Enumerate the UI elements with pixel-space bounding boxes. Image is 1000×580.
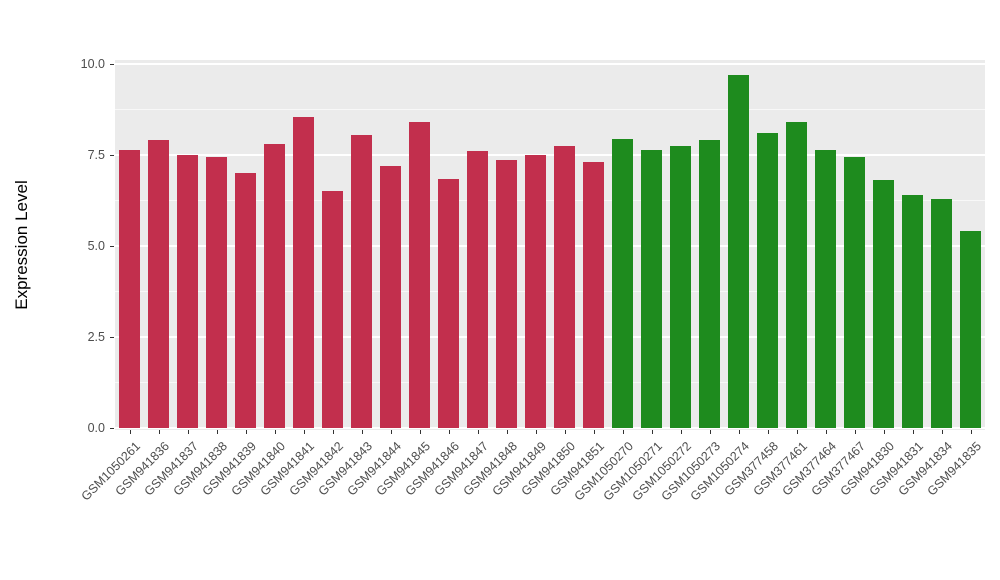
x-tick-mark — [361, 430, 363, 434]
bar-GSM1050270 — [612, 138, 633, 428]
bar-GSM941850 — [554, 145, 575, 428]
bar-GSM941845 — [409, 122, 430, 428]
x-tick-mark — [738, 430, 740, 434]
y-tick-mark — [110, 155, 114, 156]
x-tick-mark — [854, 430, 856, 434]
x-tick-mark — [767, 430, 769, 434]
bar-GSM941847 — [467, 151, 488, 428]
bar-GSM377467 — [844, 156, 865, 428]
bar-GSM941839 — [235, 173, 256, 428]
x-tick-mark — [970, 430, 972, 434]
y-tick-mark — [110, 337, 114, 338]
bar-GSM941842 — [322, 191, 343, 428]
x-tick-mark — [651, 430, 653, 434]
x-tick-mark — [796, 430, 798, 434]
x-tick-mark — [506, 430, 508, 434]
x-tick-mark — [622, 430, 624, 434]
x-tick-mark — [680, 430, 682, 434]
y-axis-title: Expression Level — [12, 180, 31, 310]
bar-GSM1050261 — [119, 149, 140, 428]
bar-GSM941830 — [873, 180, 894, 428]
x-tick-mark — [187, 430, 189, 434]
gridline-minor — [115, 199, 985, 201]
bar-GSM941840 — [264, 144, 285, 428]
y-tick-label: 0.0 — [87, 421, 105, 435]
gridline-major — [115, 336, 985, 338]
bar-GSM941851 — [583, 162, 604, 428]
x-tick-mark — [709, 430, 711, 434]
bar-GSM1050274 — [728, 74, 749, 428]
bar-GSM941843 — [351, 134, 372, 428]
bar-GSM377464 — [815, 149, 836, 428]
x-tick-mark — [448, 430, 450, 434]
x-tick-mark — [419, 430, 421, 434]
x-tick-mark — [332, 430, 334, 434]
x-tick-mark — [883, 430, 885, 434]
gridline-major — [115, 154, 985, 156]
gridline-major — [115, 245, 985, 247]
x-tick-mark — [564, 430, 566, 434]
gridline-minor — [115, 381, 985, 383]
x-tick-mark — [912, 430, 914, 434]
x-tick-mark — [390, 430, 392, 434]
bar-GSM1050273 — [699, 140, 720, 428]
gridline-minor — [115, 290, 985, 292]
x-tick-mark — [274, 430, 276, 434]
bar-GSM377458 — [757, 133, 778, 428]
x-tick-mark — [158, 430, 160, 434]
bar-GSM941846 — [438, 178, 459, 428]
bar-GSM941841 — [293, 116, 314, 428]
y-tick-label: 5.0 — [87, 239, 105, 253]
bar-GSM941838 — [206, 156, 227, 428]
gridline-major — [115, 63, 985, 65]
x-tick-mark — [245, 430, 247, 434]
bar-GSM941837 — [177, 155, 198, 428]
y-tick-mark — [110, 64, 114, 65]
x-tick-mark — [593, 430, 595, 434]
y-tick-label: 10.0 — [80, 57, 105, 71]
x-tick-mark — [129, 430, 131, 434]
bar-GSM377461 — [786, 122, 807, 428]
bar-GSM1050272 — [670, 145, 691, 428]
bar-GSM1050271 — [641, 149, 662, 428]
bar-GSM941849 — [525, 155, 546, 428]
bar-GSM941844 — [380, 165, 401, 428]
y-tick-label: 2.5 — [87, 330, 105, 344]
bar-GSM941836 — [148, 140, 169, 428]
bar-GSM941831 — [902, 195, 923, 428]
bar-GSM941835 — [960, 231, 981, 428]
gridline-major — [115, 427, 985, 429]
bar-GSM941834 — [931, 198, 952, 428]
gridline-minor — [115, 108, 985, 110]
x-tick-mark — [303, 430, 305, 434]
x-tick-mark — [825, 430, 827, 434]
x-tick-mark — [477, 430, 479, 434]
plot-panel — [115, 60, 985, 430]
y-tick-mark — [110, 428, 114, 429]
x-tick-mark — [535, 430, 537, 434]
bar-GSM941848 — [496, 160, 517, 428]
x-tick-mark — [216, 430, 218, 434]
x-tick-mark — [941, 430, 943, 434]
y-tick-label: 7.5 — [87, 148, 105, 162]
y-tick-mark — [110, 246, 114, 247]
